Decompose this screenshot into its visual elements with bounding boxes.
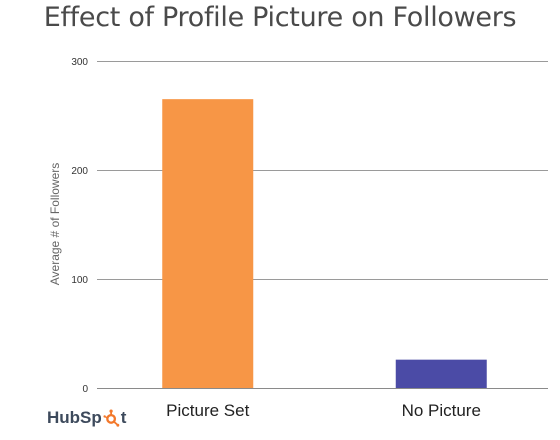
y-tick-labels: 0 100 200 300 [71, 57, 88, 395]
hubspot-logo: Hub Sp t [47, 408, 127, 427]
y-tick-label: 100 [71, 275, 88, 286]
category-label: Picture Set [166, 401, 249, 420]
sprocket-icon [103, 409, 120, 427]
chart-title: Effect of Profile Picture on Followers [43, 2, 517, 33]
logo-text-hub: Hub [47, 408, 81, 427]
bar-picture-set [162, 99, 254, 389]
bars [162, 99, 487, 389]
logo-text-t: t [120, 408, 127, 427]
category-label: No Picture [402, 401, 481, 420]
y-axis-title: Average # of Followers [48, 163, 62, 286]
category-labels: Picture Set No Picture [166, 401, 481, 420]
y-tick-label: 200 [71, 166, 88, 177]
y-tick-label: 0 [82, 384, 88, 395]
bar-no-picture [395, 359, 487, 388]
y-tick-label: 300 [71, 57, 88, 68]
